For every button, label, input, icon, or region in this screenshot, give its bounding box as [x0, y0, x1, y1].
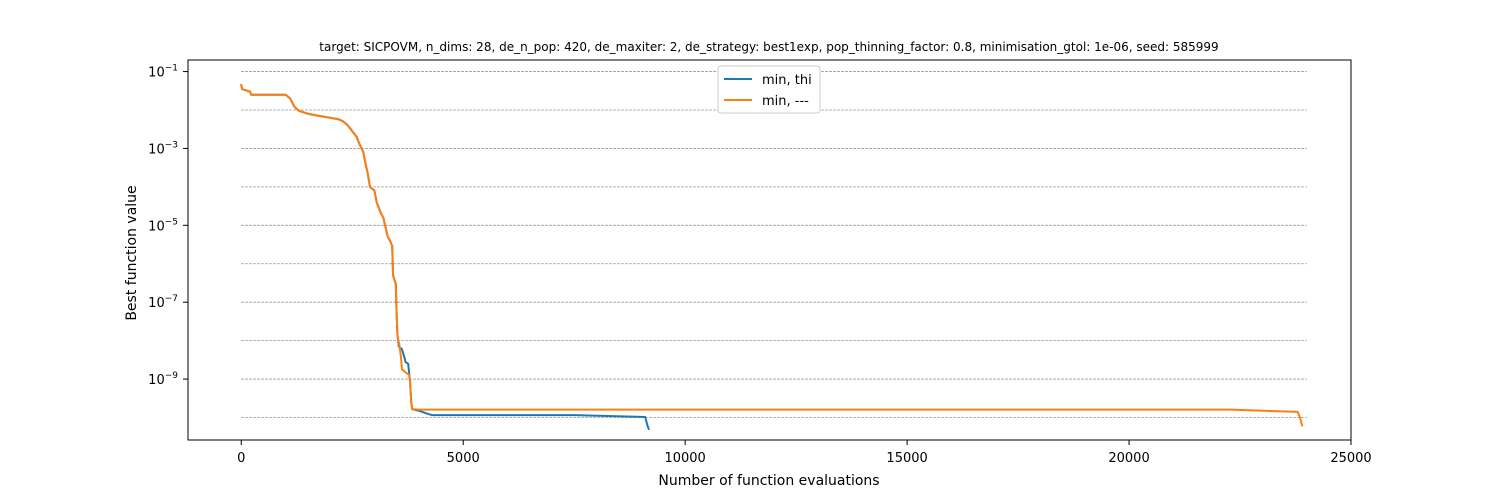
y-tick-label-3: 10−3 [148, 140, 178, 157]
plot-area [188, 60, 1351, 440]
x-tick-label-1: 5000 [447, 451, 480, 466]
legend-label-series-2: min, --- [762, 94, 809, 109]
plot-frame [187, 59, 1352, 441]
y-tick-label-1: 10−7 [148, 294, 178, 311]
y-tick-label-0: 10−9 [148, 371, 178, 388]
series-layer [240, 83, 1304, 431]
x-axis: 0 5000 10000 15000 20000 25000 [237, 440, 1372, 466]
y-tick-label-4: 10−1 [148, 64, 178, 81]
x-tick-label-4: 20000 [1108, 451, 1149, 466]
y-axis: 10−9 10−7 10−5 10−3 10−1 [148, 64, 188, 388]
x-tick-label-3: 15000 [886, 451, 927, 466]
y-axis-label: Best function value [124, 185, 140, 320]
x-tick-label-2: 10000 [664, 451, 705, 466]
legend-label-series-1: min, thi [762, 73, 812, 88]
x-tick-label-0: 0 [237, 451, 245, 466]
series-line-2 [240, 83, 1304, 427]
chart-title: target: SICPOVM, n_dims: 28, de_n_pop: 4… [319, 40, 1218, 54]
y-tick-label-2: 10−5 [148, 217, 178, 234]
legend-box [717, 65, 821, 114]
x-tick-label-5: 25000 [1330, 451, 1371, 466]
legend: min, thi min, --- [717, 65, 821, 114]
x-axis-label: Number of function evaluations [658, 473, 879, 489]
